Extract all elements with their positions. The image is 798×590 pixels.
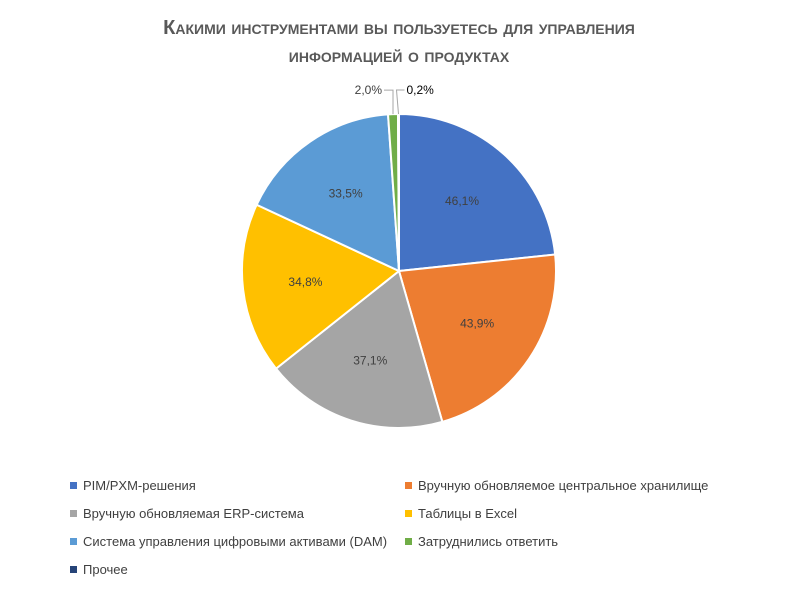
data-label: 34,8% xyxy=(288,275,322,289)
legend-swatch xyxy=(70,537,77,545)
legend-label: Вручную обновляемая ERP-система xyxy=(83,505,304,521)
legend-item: Затруднились ответить xyxy=(405,532,765,550)
legend-swatch xyxy=(70,481,77,489)
data-label: 43,9% xyxy=(460,317,494,331)
pie-slice xyxy=(241,203,401,371)
chart-title: Какими инструментами вы пользуетесь для … xyxy=(0,14,798,70)
legend-swatch xyxy=(70,509,77,517)
leader-line xyxy=(395,89,405,115)
data-label: 2,0% xyxy=(355,83,383,97)
legend-swatch xyxy=(70,565,77,573)
legend-item: Таблицы в Excel xyxy=(405,504,765,522)
legend-label: Затруднились ответить xyxy=(418,533,559,549)
legend-label: PIM/PXM-решения xyxy=(83,477,196,493)
pie-slice xyxy=(274,269,444,429)
legend-swatch xyxy=(405,537,412,545)
leader-line xyxy=(384,89,394,115)
legend-item: Прочее xyxy=(70,560,405,578)
legend-label: Прочее xyxy=(83,561,128,577)
data-label: 33,5% xyxy=(329,186,363,200)
legend-item: Система управления цифровыми активами (D… xyxy=(70,532,405,550)
chart-title-line-1: Какими инструментами вы пользуетесь для … xyxy=(163,17,635,39)
pie-slice xyxy=(397,253,557,424)
data-label: 46,1% xyxy=(445,194,479,208)
data-label: 0,2% xyxy=(407,83,435,97)
legend-label: Система управления цифровыми активами (D… xyxy=(83,533,388,549)
data-label: 37,1% xyxy=(353,354,387,368)
chart-legend: PIM/PXM-решения Вручную обновляемое центр… xyxy=(70,476,770,578)
legend-label: Таблицы в Excel xyxy=(418,505,518,521)
pie-slice xyxy=(398,112,557,273)
pie-slice xyxy=(396,112,400,272)
legend-swatch xyxy=(405,509,412,517)
legend-swatch xyxy=(405,481,412,489)
legend-label: Вручную обновляемое центральное хранилищ… xyxy=(418,477,709,493)
legend-item: Вручную обновляемое центральное хранилищ… xyxy=(405,476,765,494)
chart-title-line-2: информацией о продуктах xyxy=(288,45,510,67)
legend-item: Вручную обновляемая ERP-система xyxy=(70,504,405,522)
legend-item: PIM/PXM-решения xyxy=(70,476,405,494)
pie-slice xyxy=(255,113,401,273)
